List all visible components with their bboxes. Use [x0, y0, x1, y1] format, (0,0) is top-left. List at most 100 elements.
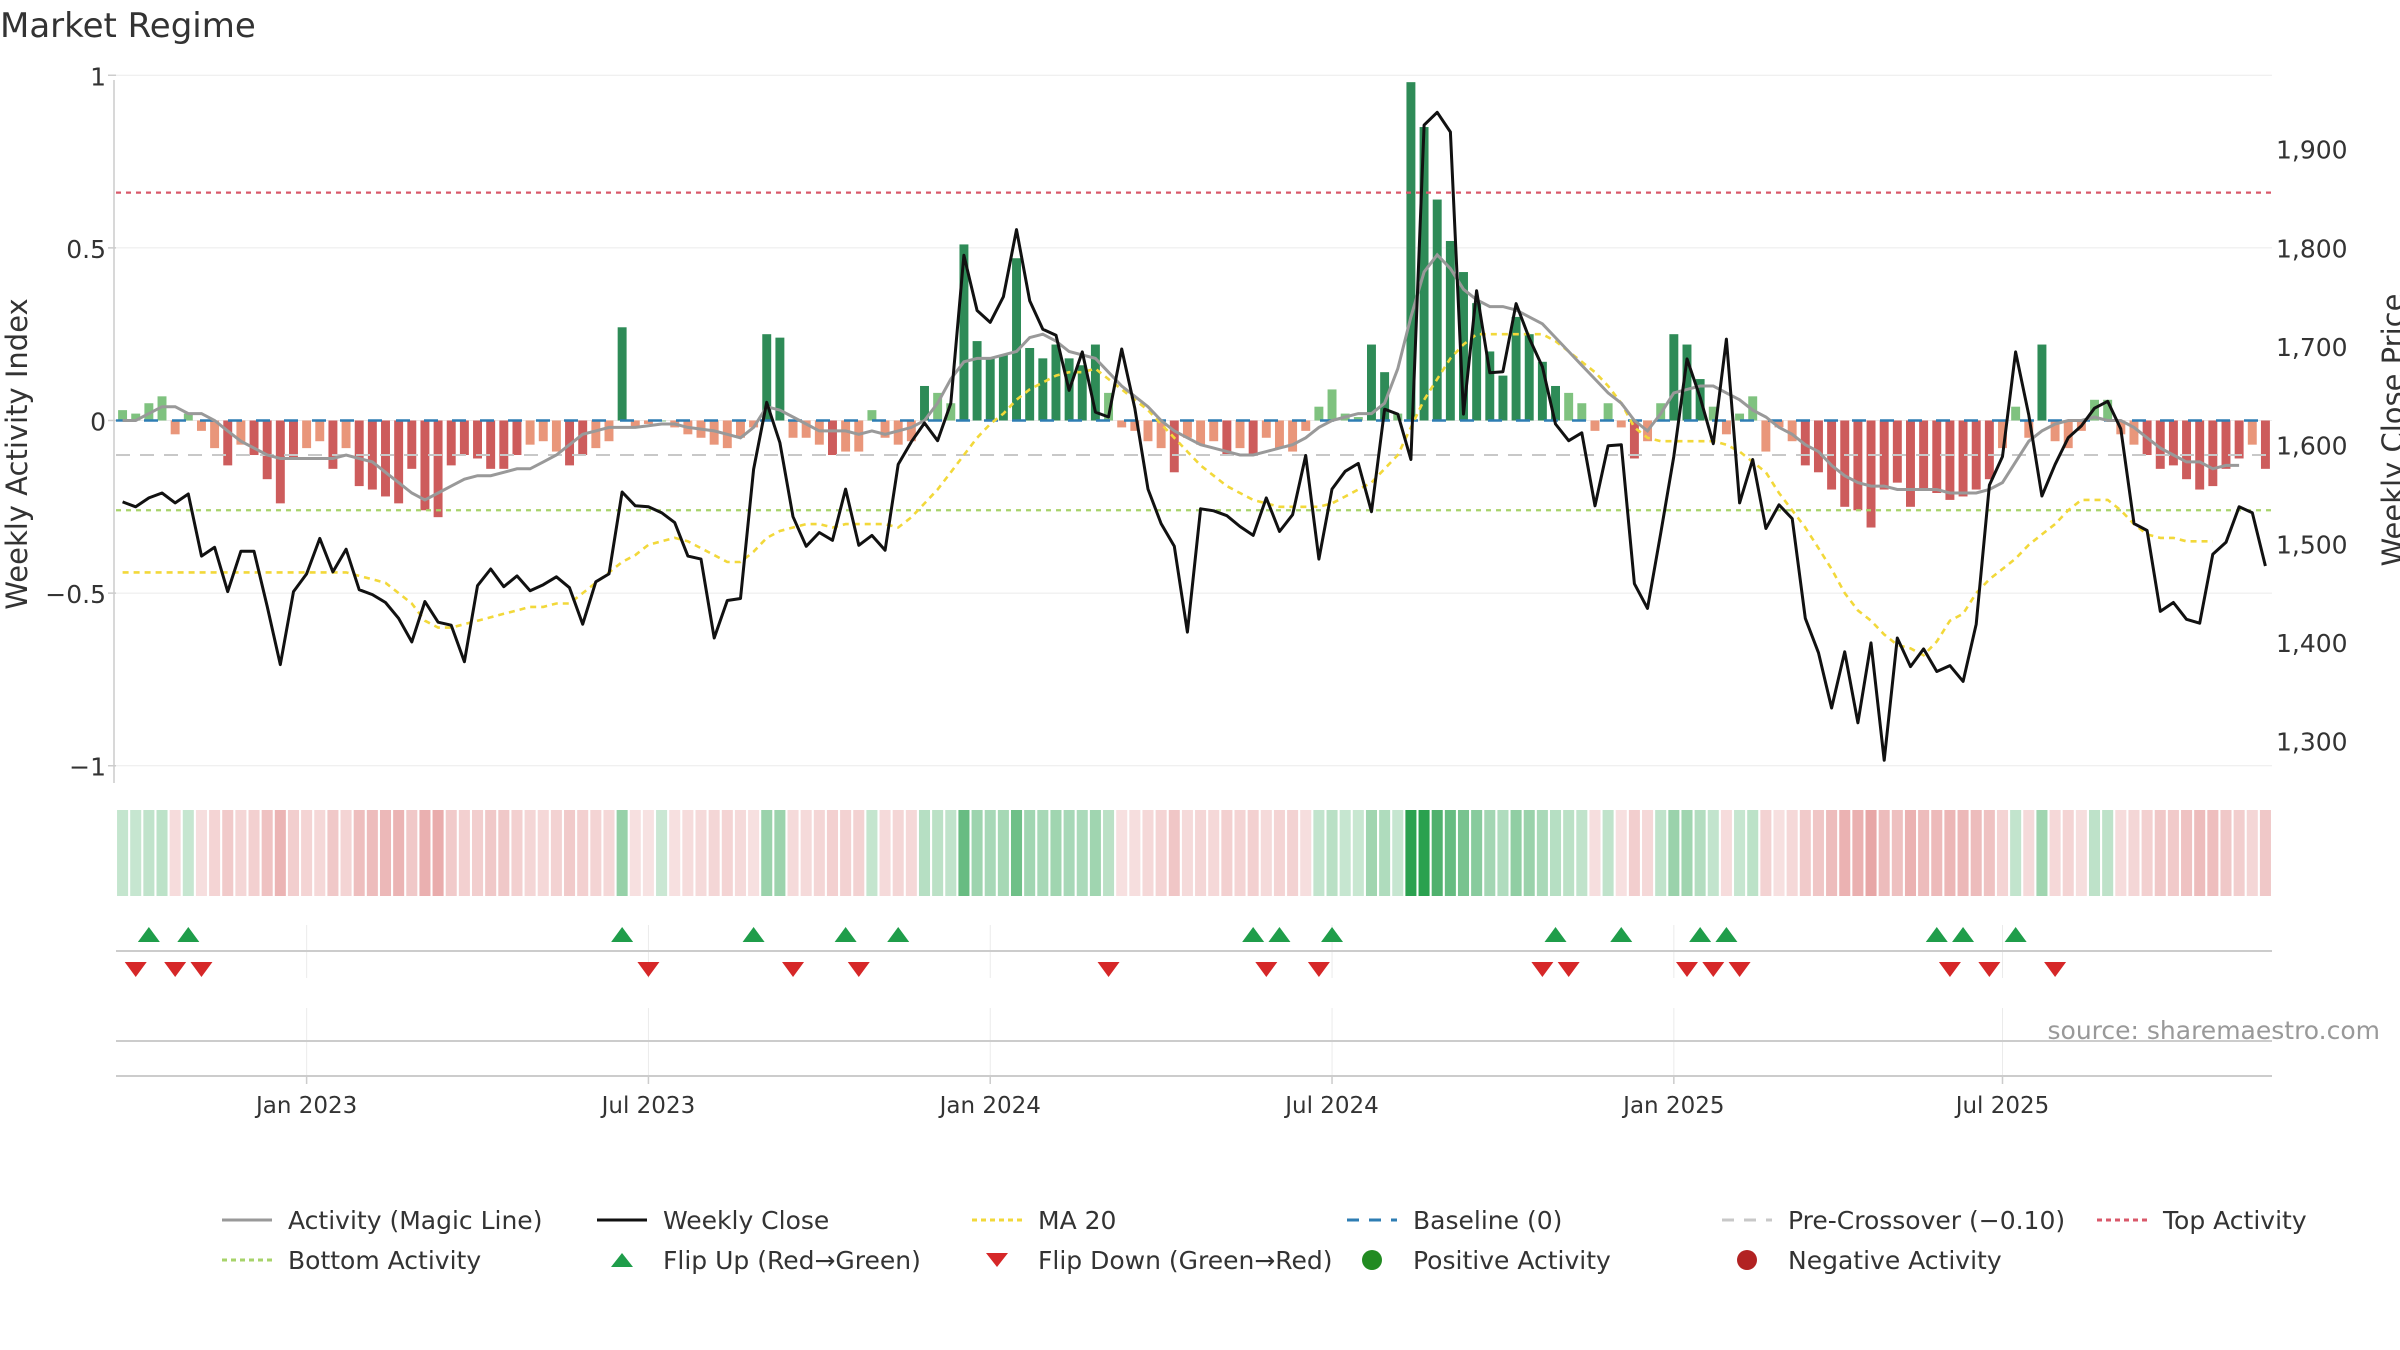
activity-bar — [1314, 406, 1324, 421]
heat-strip-cell — [564, 810, 576, 896]
right-tick-label: 1,800 — [2276, 234, 2348, 263]
heat-strip-cell — [1129, 810, 1141, 896]
activity-bar — [1524, 334, 1534, 421]
flip-up-marker — [1952, 927, 1975, 942]
heat-strip-cell — [1839, 810, 1851, 896]
activity-bar — [1998, 420, 2007, 449]
activity-bar — [538, 420, 548, 442]
activity-bar — [1025, 348, 1035, 421]
activity-bar — [1498, 375, 1508, 421]
heat-strip-cell — [984, 810, 996, 896]
activity-bar — [1892, 420, 1902, 483]
heat-strip-cell — [1076, 810, 1088, 896]
heat-strip-cell — [826, 810, 838, 896]
heat-strip-cell — [261, 810, 273, 896]
heat-strip-cell — [1918, 810, 1930, 896]
chart-title: Market Regime — [0, 6, 256, 46]
heat-strip-cell — [1970, 810, 1982, 896]
heat-strip-cell — [1221, 810, 1233, 896]
heat-strip-cell — [1195, 810, 1207, 896]
heat-strip-cell — [669, 810, 681, 896]
flip-down-marker — [1702, 962, 1725, 977]
legend-label: Flip Down (Green→Red) — [1038, 1245, 1333, 1275]
heat-strip-cell — [1444, 810, 1456, 896]
activity-bar — [1248, 420, 1258, 456]
activity-bar — [1445, 240, 1455, 421]
heat-strip-cell — [2089, 810, 2101, 896]
heat-strip-cell — [1983, 810, 1995, 896]
legend-item: Weekly Close — [593, 1205, 968, 1235]
activity-bar — [1353, 417, 1363, 421]
legend-symbol-circle — [1737, 1250, 1757, 1270]
heat-strip-cell — [248, 810, 260, 896]
heat-strip-cell — [1326, 810, 1338, 896]
activity-bar — [972, 341, 982, 421]
flip-up-marker — [611, 927, 634, 942]
flip-down-marker — [1728, 962, 1751, 977]
activity-bar — [1787, 420, 1797, 442]
activity-bar — [1958, 420, 1968, 497]
activity-bar — [2182, 420, 2192, 480]
flip-up-marker — [1544, 927, 1567, 942]
flip-down-marker — [782, 962, 805, 977]
activity-bar — [2195, 420, 2205, 490]
heat-strip-cell — [1931, 810, 1943, 896]
heat-strip-cell — [1996, 810, 2009, 896]
x-tick-label: Jul 2023 — [600, 1093, 696, 1119]
legend-label: Top Activity — [2163, 1205, 2307, 1235]
heat-strip-cell — [195, 810, 207, 896]
activity-bar — [1288, 420, 1298, 452]
legend-item: Baseline (0) — [1343, 1205, 1718, 1235]
legend-item: Flip Down (Green→Red) — [968, 1245, 1343, 1275]
legend-symbol-circle — [1362, 1250, 1382, 1270]
activity-bar — [2129, 420, 2139, 445]
heat-strip-cell — [800, 810, 812, 896]
heat-strip-cell — [1181, 810, 1193, 896]
legend-label: Pre-Crossover (−0.10) — [1788, 1205, 2066, 1235]
heat-strip-cell — [209, 810, 221, 896]
heat-strip-cell — [1760, 810, 1772, 896]
heat-strip-cell — [1024, 810, 1036, 896]
legend-item: Bottom Activity — [218, 1245, 593, 1275]
heat-strip-cell — [1431, 810, 1443, 896]
legend-label: Baseline (0) — [1413, 1205, 1563, 1235]
activity-bar — [262, 420, 272, 480]
left-tick-label: 0 — [90, 408, 106, 437]
heat-strip-cell — [1786, 810, 1798, 896]
heat-strip-cell — [1352, 810, 1364, 896]
activity-bar — [893, 420, 903, 445]
activity-bar — [2260, 420, 2270, 469]
heat-strip-cell — [1273, 810, 1285, 896]
left-tick-label: −0.5 — [45, 580, 106, 609]
heat-strip-cell — [1418, 810, 1430, 896]
activity-bar — [1077, 365, 1087, 421]
activity-bar — [2037, 344, 2047, 421]
flip-down-marker — [1675, 962, 1698, 977]
heat-strip-cell — [419, 810, 431, 896]
activity-bar — [315, 420, 325, 442]
activity-bar — [1367, 344, 1376, 421]
x-tick-label: Jan 2024 — [938, 1093, 1041, 1119]
heat-strip-cell — [708, 810, 720, 896]
legend-symbol-dotted — [222, 1258, 272, 1262]
flip-up-marker — [1242, 927, 1265, 942]
heat-strip-cell — [524, 810, 536, 896]
activity-bar — [643, 420, 653, 424]
activity-bar — [1012, 258, 1021, 421]
activity-bar — [407, 420, 417, 469]
heat-strip-cell — [879, 810, 891, 896]
heat-strip-cell — [1734, 810, 1746, 896]
x-tick-label: Jan 2025 — [1621, 1093, 1724, 1119]
right-tick-label: 1,600 — [2276, 432, 2348, 461]
heat-strip-cell — [1826, 810, 1838, 896]
activity-bar — [1682, 344, 1692, 421]
heat-strip-cell — [1668, 810, 1680, 896]
heat-strip-cell — [1247, 810, 1259, 896]
heat-strip-cell — [905, 810, 917, 896]
heat-strip-cell — [1550, 810, 1562, 896]
activity-bar — [1432, 199, 1442, 421]
heat-strip-cell — [1168, 810, 1180, 896]
heat-strip-cell — [629, 810, 641, 896]
legend-symbol-dashed — [1347, 1218, 1397, 1222]
activity-bar — [1945, 420, 1955, 500]
